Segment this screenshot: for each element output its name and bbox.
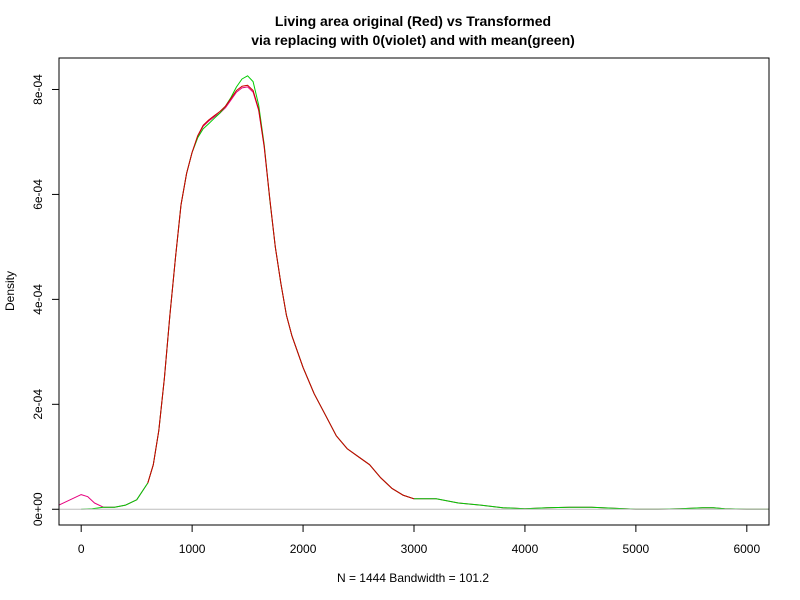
- density-curve-1: [58, 86, 769, 510]
- density-curve-3: [147, 84, 415, 500]
- y-tick-label: 8e-04: [31, 74, 45, 105]
- y-axis-label: Density: [3, 271, 17, 311]
- axes-layer: 0 1000 2000 3000 4000 5000 6000 0e+00 2e-04 4e-04…: [31, 74, 769, 556]
- y-tick-label: 6e-04: [31, 179, 45, 210]
- y-tick-label: 2e-04: [31, 389, 45, 420]
- density-curve-2: [81, 75, 769, 510]
- series-layer: [58, 75, 769, 510]
- x-tick-label: 5000: [623, 542, 650, 556]
- chart-title-line2: via replacing with 0(violet) and with me…: [251, 32, 575, 48]
- chart-title-line1: Living area original (Red) vs Transforme…: [275, 13, 551, 29]
- plot-frame: [58, 57, 770, 526]
- x-axis-label: N = 1444 Bandwidth = 101.2: [337, 571, 489, 585]
- y-tick-label: 0e+00: [31, 492, 45, 526]
- y-tick-label: 4e-04: [31, 284, 45, 315]
- x-tick-label: 4000: [512, 542, 539, 556]
- x-tick-label: 6000: [733, 542, 760, 556]
- x-tick-label: 1000: [179, 542, 206, 556]
- x-tick-label: 3000: [401, 542, 428, 556]
- x-tick-label: 2000: [290, 542, 317, 556]
- x-tick-label: 0: [78, 542, 85, 556]
